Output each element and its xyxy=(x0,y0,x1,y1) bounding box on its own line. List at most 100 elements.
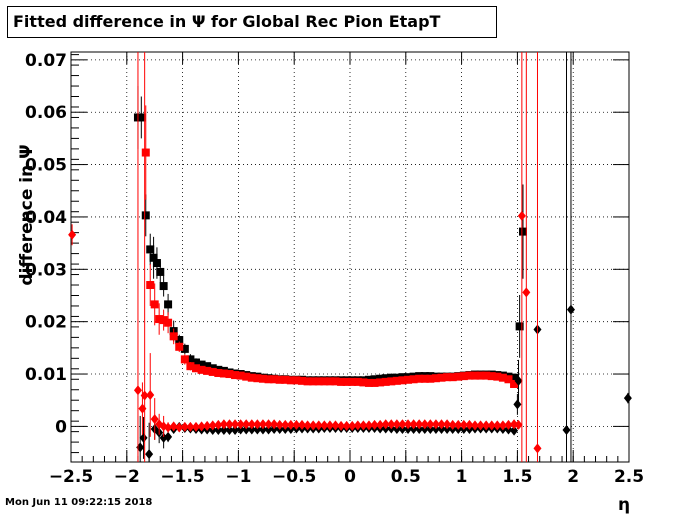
data-point xyxy=(476,371,485,380)
data-point xyxy=(431,419,440,430)
data-point xyxy=(459,372,468,381)
data-point xyxy=(231,425,240,436)
data-point xyxy=(303,420,312,431)
tick-marks xyxy=(70,52,630,462)
x-tick-label: 1 xyxy=(456,467,468,487)
data-point xyxy=(510,425,519,436)
x-tick-label: −0.5 xyxy=(272,467,316,487)
data-point xyxy=(404,375,413,384)
data-point xyxy=(415,374,424,383)
data-point xyxy=(331,377,340,386)
data-point xyxy=(186,362,195,371)
data-point xyxy=(247,373,256,382)
data-point xyxy=(150,414,159,425)
y-tick-label: 0.01 xyxy=(25,365,67,385)
data-point xyxy=(236,419,245,430)
data-point xyxy=(242,372,251,381)
data-point xyxy=(281,419,290,430)
data-point xyxy=(309,420,318,431)
data-point xyxy=(381,419,390,430)
data-point xyxy=(214,425,223,436)
data-point xyxy=(342,377,351,386)
data-point xyxy=(404,419,413,430)
data-point xyxy=(191,364,200,373)
y-tick-label: 0.06 xyxy=(25,103,67,123)
data-point xyxy=(437,373,446,382)
data-point xyxy=(149,253,158,262)
data-point xyxy=(487,420,496,431)
data-point xyxy=(225,419,234,430)
data-point xyxy=(180,355,189,364)
data-point xyxy=(359,420,368,431)
x-tick-label: 0 xyxy=(344,467,356,487)
data-point xyxy=(191,358,200,367)
data-point xyxy=(219,369,228,378)
x-tick-label: −2 xyxy=(114,467,140,487)
data-point xyxy=(459,419,468,430)
y-axis-label: difference in Ψ xyxy=(17,144,37,285)
data-point xyxy=(275,375,284,384)
data-point xyxy=(515,322,524,331)
data-point xyxy=(253,374,262,383)
data-point xyxy=(381,377,390,386)
data-point xyxy=(337,420,346,431)
data-point xyxy=(236,371,245,380)
data-point xyxy=(264,419,273,430)
data-point xyxy=(186,421,195,432)
data-point xyxy=(180,421,189,432)
data-point xyxy=(443,373,452,382)
data-point xyxy=(292,376,301,385)
data-point xyxy=(140,390,149,401)
data-point xyxy=(152,259,161,268)
data-point xyxy=(231,419,240,430)
data-point xyxy=(264,375,273,384)
data-point xyxy=(504,375,513,384)
data-point xyxy=(242,419,251,430)
data-point xyxy=(164,422,173,433)
data-point xyxy=(510,419,519,430)
data-point xyxy=(364,378,373,387)
data-point xyxy=(342,420,351,431)
data-point xyxy=(443,419,452,430)
data-point xyxy=(498,420,507,431)
data-point xyxy=(431,374,440,383)
series-1 xyxy=(141,105,519,388)
data-point xyxy=(325,377,334,386)
data-point xyxy=(566,304,575,315)
x-tick-label: 0.5 xyxy=(391,467,421,487)
data-point xyxy=(387,377,396,386)
data-point xyxy=(448,419,457,430)
data-point xyxy=(370,419,379,430)
data-point xyxy=(437,419,446,430)
data-point xyxy=(426,419,435,430)
data-point xyxy=(141,211,150,220)
data-point xyxy=(298,419,307,430)
data-point xyxy=(231,371,240,380)
data-point xyxy=(420,374,429,383)
data-point xyxy=(448,373,457,382)
x-axis-label: η xyxy=(618,495,630,514)
data-point xyxy=(504,419,513,430)
data-point xyxy=(197,421,206,432)
data-point xyxy=(348,377,357,386)
data-point xyxy=(203,366,212,375)
data-point xyxy=(510,373,519,382)
data-point xyxy=(353,377,362,386)
data-point xyxy=(253,419,262,430)
data-point xyxy=(175,335,184,344)
data-point xyxy=(325,420,334,431)
data-point xyxy=(370,378,379,387)
data-point xyxy=(454,372,463,381)
data-point xyxy=(281,375,290,384)
data-point xyxy=(169,332,178,341)
data-point xyxy=(387,419,396,430)
data-point xyxy=(514,419,523,430)
data-point xyxy=(309,377,318,386)
data-point xyxy=(298,376,307,385)
data-point xyxy=(159,316,168,325)
data-point xyxy=(258,424,267,435)
title-box: Fitted difference in Ψ for Global Rec Pi… xyxy=(7,6,497,38)
data-point xyxy=(303,377,312,386)
data-point xyxy=(236,424,245,435)
data-point xyxy=(258,419,267,430)
